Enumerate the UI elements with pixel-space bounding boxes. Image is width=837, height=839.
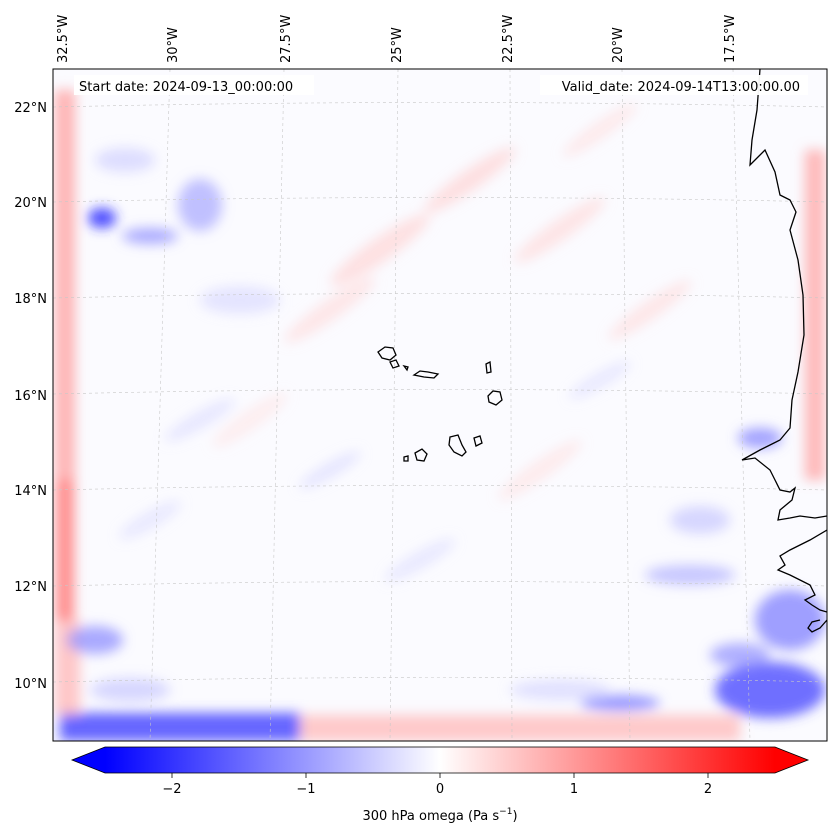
positive-streak-1 [330,214,430,286]
lon-label-25w: 25°W [390,27,405,63]
colorbar-tick-label: 2 [704,782,712,797]
latitude-labels: 22°N 20°N 18°N 16°N 14°N 12°N 10°N [14,101,47,692]
lat-label-14n: 14°N [14,484,47,499]
colorbar-ticks: −2 −1 0 1 2 [162,773,712,797]
gridline-lon-17-5w [732,69,751,741]
island-maio [473,435,483,447]
island-sao-vicente [389,359,400,369]
positive-streak-4 [284,277,376,343]
valid-date-label: Valid_date: 2024-09-14T13:00:00.00 [562,80,800,95]
island-santo-antao [377,346,397,361]
gridline-lat-22n [53,102,827,108]
negative-streak-5 [119,501,181,539]
start-date-box [74,75,314,95]
lat-label-22n: 22°N [14,101,47,116]
colorbar-extend-max [775,747,808,773]
island-sao-nicolau [412,370,440,379]
gridline-lat-10n [53,677,827,683]
colorbar-extend-min [72,747,105,773]
valid-date-box [540,75,808,95]
west-boundary-positive-strong [58,480,72,620]
east-negative-coast [738,428,782,448]
lon-label-30w: 30°W [166,27,181,63]
gridline-lat-12n [53,581,827,587]
gridline-lon-27-5w [269,69,285,741]
lon-label-22-5w: 22.5°W [501,15,516,63]
northwest-negative-5 [200,286,280,314]
positive-streak-5 [608,280,692,340]
colorbar-label-end: ) [512,809,517,824]
gridline-lon-25w [389,69,399,741]
lat-label-12n: 12°N [14,580,47,595]
island-santiago [448,434,467,457]
southeast-negative-3 [710,643,770,667]
gridline-lat-14n [53,485,827,491]
africa-coastline [741,69,827,633]
map-frame [52,68,828,742]
island-santa-luzia [402,364,409,372]
coastlines [377,69,827,633]
northwest-negative-2 [122,228,178,244]
island-brava [403,455,409,462]
colorbar-tick-label: 0 [436,782,444,797]
east-boundary-positive [805,150,825,480]
longitude-labels: 32.5°W 30°W 27.5°W 25°W 22.5°W 20°W 17.5… [56,15,738,63]
colorbar-gradient [105,747,775,773]
island-sal [485,360,492,374]
southwest-negative [67,626,123,654]
map-background [53,69,827,741]
negative-streak-3 [569,361,631,399]
omega-field [55,90,825,741]
colorbar-label: 300 hPa omega (Pa s−1) [362,807,517,824]
colorbar-tick-label: 1 [570,782,578,797]
south-boundary-positive [300,715,740,741]
positive-streak-7 [212,393,288,447]
colorbar: −2 −1 0 1 2 300 hPa omega (Pa s−1) [70,746,810,824]
northwest-negative-1 [88,208,116,228]
negative-streak-1 [165,398,235,442]
gridline-lon-20w [621,69,631,741]
southeast-negative-2 [755,590,825,650]
positive-streak-8 [562,103,638,157]
south-negative-band [510,680,610,700]
gridline-lat-20n [53,197,827,203]
gridline-lon-22-5w [509,69,513,741]
positive-streak-2 [424,147,516,213]
lon-label-20w: 20°W [611,27,626,63]
lon-label-32-5w: 32.5°W [56,15,71,63]
lat-label-20n: 20°N [14,196,47,211]
lat-label-16n: 16°N [14,389,47,404]
southeast-negative-4 [580,695,660,711]
lon-label-17-5w: 17.5°W [723,15,738,63]
colorbar-tick-label: −2 [162,782,181,797]
gridline-lon-30w [149,69,171,741]
south-boundary-negative [60,713,300,741]
negative-streak-4 [299,451,361,489]
gridline-lat-18n [53,293,827,299]
northwest-negative-3 [178,179,222,231]
colorbar-outline [70,746,810,774]
island-boa-vista [487,390,503,406]
southeast-negative-6 [670,506,730,534]
colorbar-label-main: 300 hPa omega (Pa s [362,809,499,824]
map-panel: Start date: 2024-09-13_00:00:00 Valid_da… [53,69,827,741]
start-date-label: Start date: 2024-09-13_00:00:00 [79,80,293,95]
gridline-lat-16n [53,389,827,395]
negative-streak-2 [385,538,455,582]
lat-label-10n: 10°N [14,677,47,692]
northwest-negative-4 [95,148,155,172]
southeast-negative-5 [645,565,735,585]
southeast-negative-1 [715,662,825,718]
positive-streak-6 [498,440,582,500]
island-fogo [414,448,428,462]
colorbar-tick-label: −1 [296,782,315,797]
graticule [53,69,827,741]
lon-label-27-5w: 27.5°W [279,15,294,63]
southwest-negative-2 [90,678,170,702]
colorbar-label-sup: −1 [499,807,512,817]
lat-label-18n: 18°N [14,292,47,307]
positive-streak-3 [514,197,606,263]
